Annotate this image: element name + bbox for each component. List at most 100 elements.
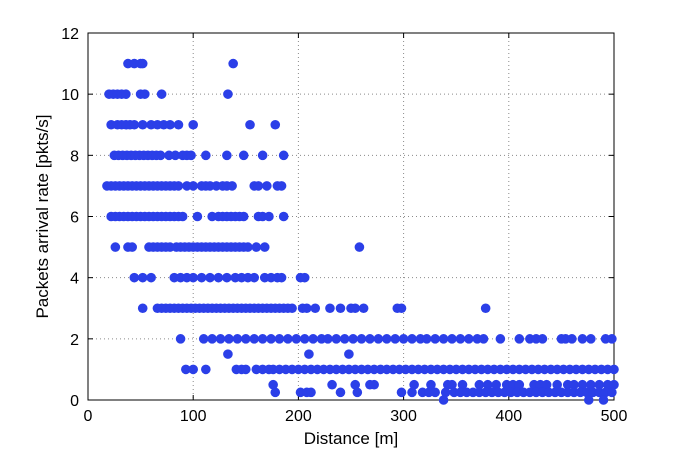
data-point xyxy=(344,349,354,359)
data-point xyxy=(438,334,449,344)
y-tick-label: 4 xyxy=(70,271,79,288)
data-point xyxy=(365,334,375,344)
data-point xyxy=(173,181,184,191)
data-point xyxy=(196,272,207,283)
data-point xyxy=(129,272,140,283)
data-point xyxy=(188,272,198,283)
data-point xyxy=(302,303,312,314)
x-tick-label: 100 xyxy=(180,408,207,425)
data-point xyxy=(249,272,260,283)
data-point xyxy=(409,379,419,390)
data-point xyxy=(173,119,184,130)
y-tick-label: 12 xyxy=(61,26,79,43)
data-point xyxy=(155,150,166,161)
y-tick-label: 0 xyxy=(70,393,79,410)
data-point xyxy=(177,211,188,222)
data-point xyxy=(201,150,211,161)
data-point xyxy=(274,334,285,344)
data-point xyxy=(373,334,384,344)
data-point xyxy=(257,334,268,344)
x-tick-label: 0 xyxy=(84,408,93,425)
data-point xyxy=(276,181,287,191)
x-tick-labels: 0 100 200 300 400 500 xyxy=(84,408,628,425)
data-point xyxy=(251,242,262,252)
data-point xyxy=(480,303,491,314)
data-point xyxy=(478,334,489,344)
data-point xyxy=(438,395,449,405)
data-point xyxy=(398,334,409,344)
y-axis-label: Packets arrival rate [pkts/s] xyxy=(33,114,52,318)
data-point xyxy=(407,387,417,398)
data-point xyxy=(607,387,617,398)
data-point xyxy=(514,379,525,390)
data-point xyxy=(137,58,148,69)
data-point xyxy=(188,364,198,375)
data-point xyxy=(146,272,156,283)
data-point xyxy=(192,211,203,222)
data-point xyxy=(201,364,211,375)
data-point xyxy=(243,242,253,252)
data-point xyxy=(495,334,506,344)
data-point xyxy=(594,379,605,390)
data-point xyxy=(352,387,363,398)
data-point xyxy=(137,272,148,283)
data-point xyxy=(266,334,276,344)
data-point xyxy=(223,349,233,359)
data-point xyxy=(335,387,346,398)
data-point xyxy=(181,364,191,375)
data-point xyxy=(213,272,224,283)
data-point xyxy=(222,150,232,161)
data-point xyxy=(541,379,552,390)
data-point xyxy=(110,242,121,252)
data-point xyxy=(245,119,255,130)
data-point xyxy=(270,387,281,398)
data-point xyxy=(268,379,278,390)
data-point xyxy=(276,272,287,283)
data-point xyxy=(137,303,148,314)
data-point xyxy=(227,181,237,191)
data-point xyxy=(447,379,457,390)
data-point xyxy=(598,395,609,405)
data-point xyxy=(577,334,588,344)
data-point xyxy=(447,334,457,344)
data-point xyxy=(238,150,249,161)
data-point xyxy=(331,334,342,344)
data-point xyxy=(577,379,588,390)
data-point xyxy=(430,334,440,344)
y-tick-labels: 0 2 4 6 8 10 12 xyxy=(61,26,79,410)
data-point xyxy=(474,379,485,390)
data-point xyxy=(223,89,233,99)
data-point xyxy=(121,89,131,99)
data-point xyxy=(455,334,466,344)
data-point xyxy=(299,334,310,344)
data-point xyxy=(270,119,281,130)
data-point xyxy=(350,379,361,390)
x-tick-label: 300 xyxy=(390,408,417,425)
data-point xyxy=(426,379,436,390)
data-point xyxy=(259,242,270,252)
data-point xyxy=(308,334,318,344)
data-point xyxy=(348,334,358,344)
data-point xyxy=(325,303,335,314)
data-point xyxy=(306,387,316,398)
data-point xyxy=(262,181,272,191)
data-point xyxy=(350,303,361,314)
data-point xyxy=(215,334,226,344)
data-point xyxy=(299,272,310,283)
data-point xyxy=(165,119,175,130)
data-point xyxy=(186,150,196,161)
x-tick-label: 200 xyxy=(285,408,312,425)
data-point xyxy=(609,379,619,390)
data-point xyxy=(156,89,167,99)
data-point xyxy=(396,387,407,398)
data-point xyxy=(207,334,217,344)
data-point xyxy=(264,211,274,222)
data-point xyxy=(323,334,333,344)
data-point xyxy=(129,119,140,130)
x-tick-label: 400 xyxy=(495,408,522,425)
data-point xyxy=(283,334,293,344)
data-point xyxy=(356,334,367,344)
data-point xyxy=(291,334,302,344)
data-point xyxy=(440,387,451,398)
data-point xyxy=(396,303,407,314)
